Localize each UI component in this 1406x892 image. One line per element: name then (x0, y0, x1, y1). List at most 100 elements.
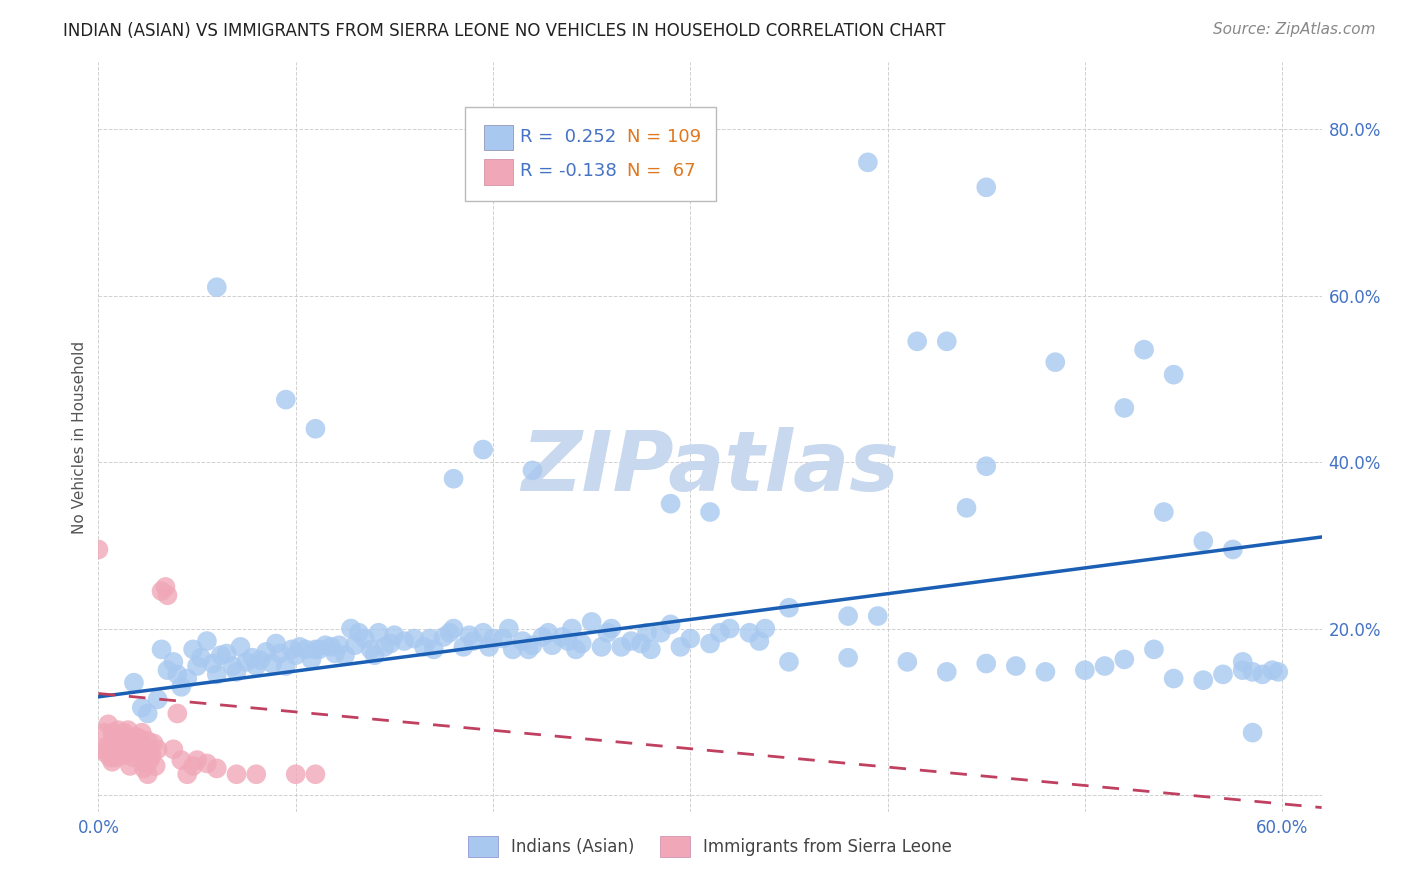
Point (162, 655, 184, 669)
Legend: Indians (Asian), Immigrants from Sierra Leone: Indians (Asian), Immigrants from Sierra … (461, 830, 959, 863)
Point (343, 638, 366, 652)
Point (314, 638, 336, 652)
Point (87, 542, 110, 557)
Point (142, 736, 165, 750)
Point (537, 625, 560, 640)
Point (288, 640, 311, 654)
Point (105, 750, 128, 764)
Point (600, 622, 623, 636)
Point (517, 642, 540, 657)
Point (1114, 652, 1136, 666)
Point (557, 634, 579, 648)
Point (115, 731, 138, 746)
Point (166, 667, 188, 681)
Point (659, 617, 682, 632)
Point (240, 650, 263, 665)
Point (98, 750, 121, 764)
Point (561, 622, 583, 636)
Point (404, 632, 426, 646)
Point (1232, 655, 1254, 669)
Point (1251, 667, 1274, 681)
Point (551, 630, 574, 644)
Point (127, 736, 149, 750)
Point (221, 659, 243, 673)
Point (281, 642, 304, 657)
Point (284, 648, 307, 663)
Point (136, 767, 159, 781)
Point (108, 738, 131, 752)
Point (235, 655, 257, 669)
Point (1114, 401, 1136, 415)
Point (131, 700, 153, 714)
Point (284, 767, 307, 781)
Point (138, 753, 160, 767)
Point (128, 748, 150, 763)
Point (699, 636, 721, 650)
Y-axis label: No Vehicles in Household: No Vehicles in Household (72, 341, 87, 533)
Point (1045, 355, 1067, 369)
Point (131, 742, 153, 756)
Point (596, 625, 619, 640)
Point (347, 625, 370, 640)
Point (935, 665, 957, 679)
Point (866, 609, 889, 624)
Point (97, 738, 120, 752)
Point (186, 753, 208, 767)
Point (112, 725, 135, 739)
Point (498, 622, 520, 636)
Point (1163, 672, 1185, 686)
Point (512, 634, 534, 648)
Point (274, 392, 297, 407)
Point (974, 180, 997, 194)
Point (121, 734, 143, 748)
Point (103, 730, 125, 744)
Point (1241, 725, 1264, 739)
Point (101, 755, 124, 769)
Point (186, 659, 208, 673)
Point (699, 505, 721, 519)
Point (249, 653, 271, 667)
Point (1163, 368, 1185, 382)
Point (974, 657, 997, 671)
Point (117, 723, 139, 738)
Point (360, 642, 382, 657)
Point (328, 638, 350, 652)
Point (610, 640, 633, 654)
Point (323, 647, 346, 661)
Point (856, 155, 879, 169)
FancyBboxPatch shape (484, 125, 513, 150)
Text: Source: ZipAtlas.com: Source: ZipAtlas.com (1212, 22, 1375, 37)
Point (778, 655, 800, 669)
FancyBboxPatch shape (465, 107, 716, 201)
Text: R =  0.252: R = 0.252 (520, 128, 617, 145)
Point (837, 609, 859, 624)
Point (122, 675, 145, 690)
Point (620, 634, 643, 648)
Point (229, 640, 252, 654)
Point (709, 625, 731, 640)
Point (138, 742, 160, 756)
Text: INDIAN (ASIAN) VS IMMIGRANTS FROM SIERRA LEONE NO VEHICLES IN HOUSEHOLD CORRELAT: INDIAN (ASIAN) VS IMMIGRANTS FROM SIERRA… (63, 22, 946, 40)
Point (321, 640, 343, 654)
Point (96, 747, 118, 761)
Point (181, 759, 204, 773)
Point (353, 632, 375, 646)
Point (107, 723, 129, 738)
Point (274, 659, 297, 673)
Point (419, 632, 441, 646)
Point (304, 642, 326, 657)
Text: ZIPatlas: ZIPatlas (522, 426, 898, 508)
Point (472, 442, 495, 457)
Point (1212, 667, 1234, 681)
Point (482, 632, 505, 646)
Point (382, 628, 405, 642)
Point (423, 642, 446, 657)
Point (1074, 663, 1097, 677)
Point (1232, 663, 1254, 677)
Point (264, 636, 287, 650)
Point (636, 625, 658, 640)
Point (301, 652, 323, 666)
Point (1143, 642, 1166, 657)
Point (125, 739, 148, 754)
Text: R = -0.138: R = -0.138 (520, 162, 617, 180)
